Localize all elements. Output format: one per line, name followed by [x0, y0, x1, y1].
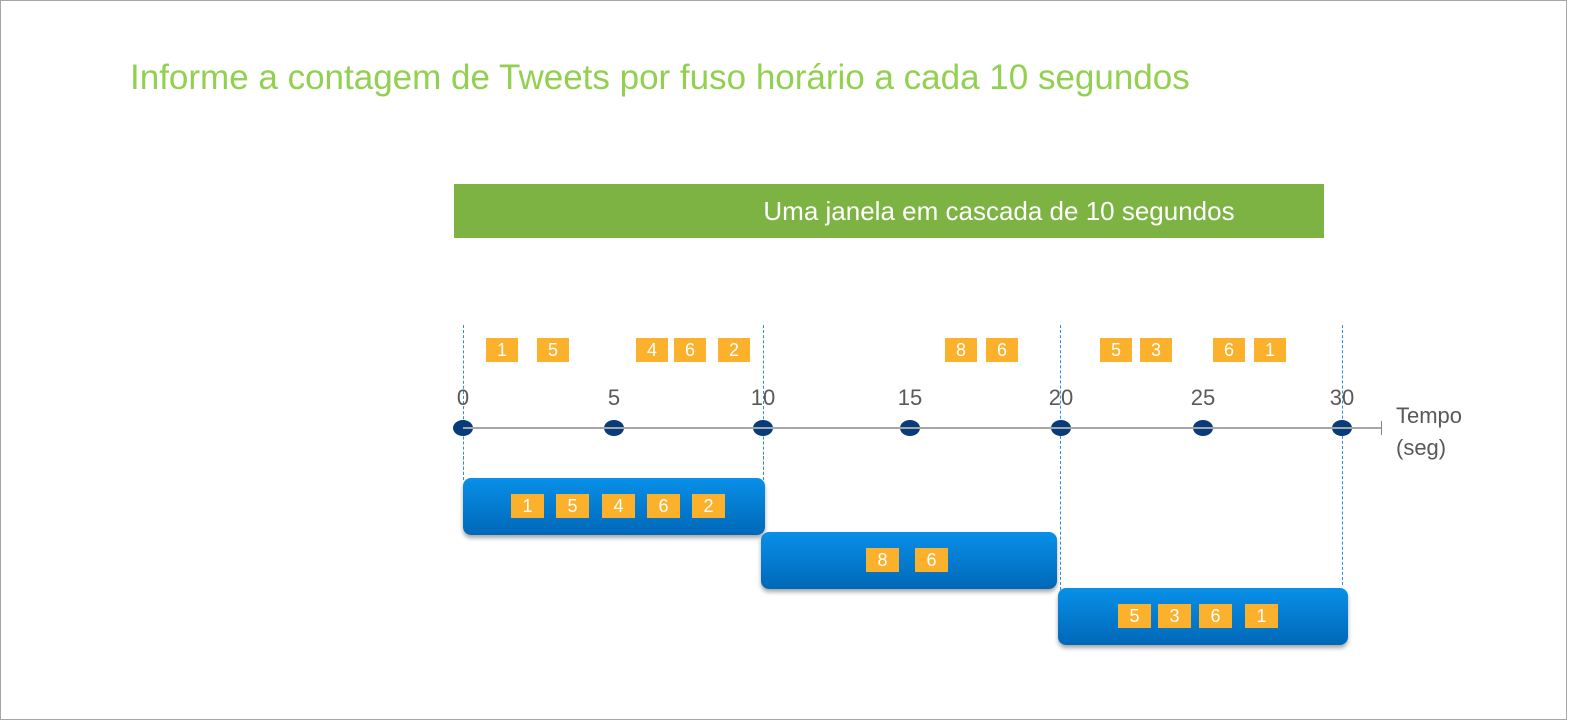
- window-boundary-line: [763, 325, 764, 480]
- time-axis: [463, 427, 1382, 429]
- event-box: 3: [1140, 338, 1172, 362]
- tick-label: 30: [1329, 385, 1355, 410]
- window-boundary-line: [763, 456, 764, 480]
- tick-label: 0: [456, 385, 470, 410]
- window-boundary-line: [1060, 325, 1061, 590]
- event-box: 5: [537, 338, 569, 362]
- window-boundary-line: [1342, 325, 1343, 585]
- window-event-box: 2: [692, 494, 725, 518]
- event-box: 2: [718, 338, 750, 362]
- axis-unit-line1: Tempo: [1396, 403, 1463, 428]
- event-box: 1: [486, 338, 518, 362]
- event-box: 6: [1213, 338, 1245, 362]
- axis-unit: Tempo (seg): [1396, 400, 1462, 464]
- diagram-title: Informe a contagem de Tweets por fuso ho…: [130, 58, 1190, 97]
- tick-label: 25: [1190, 385, 1216, 410]
- event-box: 8: [945, 338, 977, 362]
- window-event-box: 6: [647, 494, 680, 518]
- axis-end-tick: [1381, 421, 1382, 435]
- window-event-box: 8: [866, 548, 899, 572]
- window-event-box: 1: [1245, 604, 1278, 628]
- window-2: [761, 532, 1057, 589]
- event-box: 6: [674, 338, 706, 362]
- tumbling-window-banner: Uma janela em cascada de 10 segundos: [454, 184, 1324, 238]
- tick-label: 20: [1048, 385, 1074, 410]
- tick-label: 5: [607, 385, 621, 410]
- window-event-box: 5: [556, 494, 589, 518]
- banner-label: Uma janela em cascada de 10 segundos: [763, 195, 1235, 226]
- window-event-box: 6: [915, 548, 948, 572]
- window-event-box: 1: [511, 494, 544, 518]
- window-boundary-line: [463, 325, 464, 480]
- axis-unit-line2: (seg): [1396, 435, 1447, 460]
- event-box: 5: [1100, 338, 1132, 362]
- tick-label: 15: [897, 385, 923, 410]
- window-event-box: 4: [602, 494, 635, 518]
- event-box: 1: [1254, 338, 1286, 362]
- window-event-box: 5: [1118, 604, 1151, 628]
- tick-label: 10: [750, 385, 776, 410]
- event-box: 4: [636, 338, 668, 362]
- event-box: 6: [986, 338, 1018, 362]
- window-event-box: 6: [1199, 604, 1232, 628]
- window-boundary-line: [463, 456, 464, 480]
- window-event-box: 3: [1158, 604, 1191, 628]
